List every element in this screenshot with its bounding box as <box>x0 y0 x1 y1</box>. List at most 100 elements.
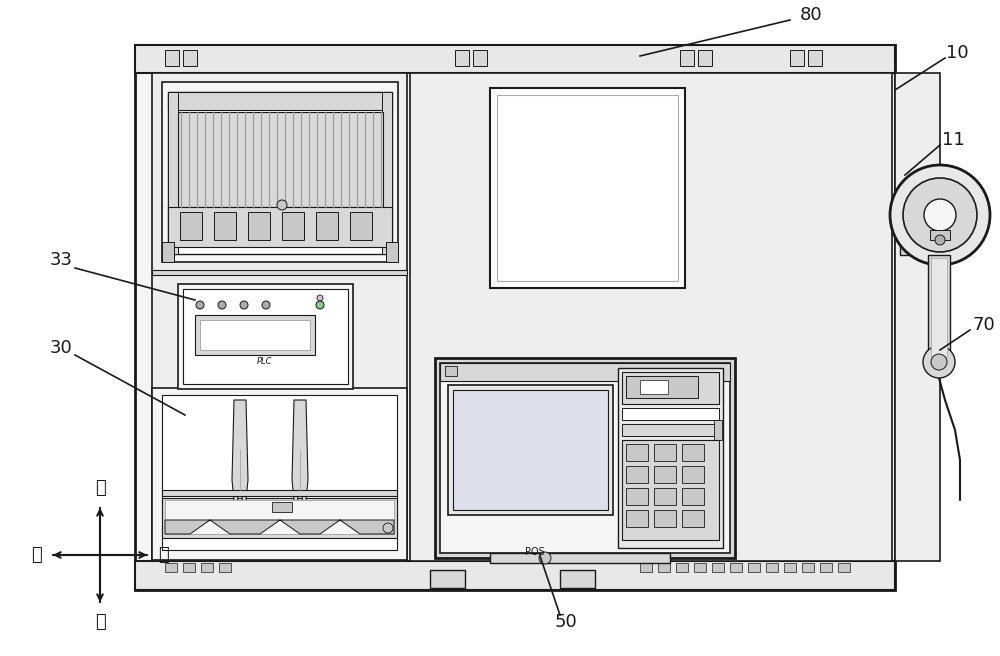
Bar <box>654 488 676 505</box>
Bar <box>201 563 213 572</box>
Bar <box>162 498 397 538</box>
Circle shape <box>317 295 323 301</box>
Bar <box>445 366 457 376</box>
Bar <box>622 408 719 420</box>
Bar <box>183 289 348 384</box>
Bar <box>178 284 353 389</box>
Bar <box>448 385 613 515</box>
Bar <box>410 73 892 561</box>
Bar <box>931 258 947 357</box>
Bar <box>626 488 648 505</box>
Bar <box>626 376 698 398</box>
Bar <box>135 45 895 73</box>
Bar <box>162 395 397 550</box>
Bar <box>453 390 608 510</box>
Bar <box>682 466 704 483</box>
Text: 右: 右 <box>158 546 169 564</box>
Bar <box>838 563 850 572</box>
Bar <box>820 563 832 572</box>
Bar <box>180 212 202 240</box>
Bar <box>680 50 694 66</box>
Bar <box>497 95 678 281</box>
Circle shape <box>262 301 270 309</box>
Bar <box>214 212 236 240</box>
Text: 50: 50 <box>555 613 578 631</box>
Bar <box>694 563 706 572</box>
Bar <box>626 444 648 461</box>
Circle shape <box>539 552 551 564</box>
Bar <box>698 50 712 66</box>
Text: 30: 30 <box>50 339 73 357</box>
Text: 前: 前 <box>95 613 105 631</box>
Bar <box>682 444 704 461</box>
Bar <box>784 563 796 572</box>
Bar <box>654 444 676 461</box>
Bar <box>640 380 668 394</box>
Bar <box>658 563 670 572</box>
Bar <box>435 358 735 558</box>
Bar <box>790 50 804 66</box>
Bar <box>183 563 195 572</box>
Circle shape <box>196 301 204 309</box>
Bar <box>386 242 398 262</box>
Bar <box>440 363 730 553</box>
Bar <box>930 230 950 240</box>
Circle shape <box>277 200 287 210</box>
Bar <box>316 212 338 240</box>
Circle shape <box>890 165 990 265</box>
Bar <box>748 563 760 572</box>
Bar <box>712 563 724 572</box>
Bar <box>350 212 372 240</box>
Text: 70: 70 <box>972 316 995 334</box>
Bar <box>168 92 392 254</box>
Bar <box>900 195 918 255</box>
Text: 11: 11 <box>942 131 965 149</box>
Bar <box>490 553 670 563</box>
Bar <box>152 388 407 560</box>
Circle shape <box>924 199 956 231</box>
Bar <box>162 490 397 496</box>
Text: POS: POS <box>525 547 545 557</box>
Bar <box>654 466 676 483</box>
Circle shape <box>383 523 393 533</box>
Bar <box>560 570 595 588</box>
Text: PLC: PLC <box>257 357 273 366</box>
Bar <box>895 73 940 561</box>
Bar <box>440 363 730 381</box>
Circle shape <box>903 178 977 252</box>
Bar <box>272 502 292 512</box>
Polygon shape <box>232 400 248 520</box>
Bar <box>473 50 487 66</box>
Bar <box>162 242 174 262</box>
Circle shape <box>931 354 947 370</box>
Text: 10: 10 <box>946 44 969 62</box>
Bar <box>162 82 398 262</box>
Bar <box>248 212 270 240</box>
Bar <box>183 50 197 66</box>
Bar <box>490 88 685 288</box>
Bar <box>928 255 950 360</box>
Circle shape <box>935 235 945 245</box>
Bar <box>766 563 778 572</box>
Bar <box>219 563 231 572</box>
Bar <box>618 368 723 548</box>
Bar <box>382 92 392 254</box>
Polygon shape <box>165 520 394 534</box>
Bar <box>626 510 648 527</box>
Circle shape <box>218 301 226 309</box>
Bar <box>682 488 704 505</box>
Bar <box>282 212 304 240</box>
Text: 后: 后 <box>95 479 105 497</box>
Bar <box>682 510 704 527</box>
Bar <box>152 73 407 561</box>
Bar <box>165 500 394 534</box>
Bar <box>730 563 742 572</box>
Bar <box>622 424 719 436</box>
Polygon shape <box>292 400 308 520</box>
Circle shape <box>923 346 955 378</box>
Bar <box>200 320 310 350</box>
Bar <box>626 466 648 483</box>
Bar <box>802 563 814 572</box>
Bar <box>165 563 177 572</box>
Bar <box>195 315 315 355</box>
